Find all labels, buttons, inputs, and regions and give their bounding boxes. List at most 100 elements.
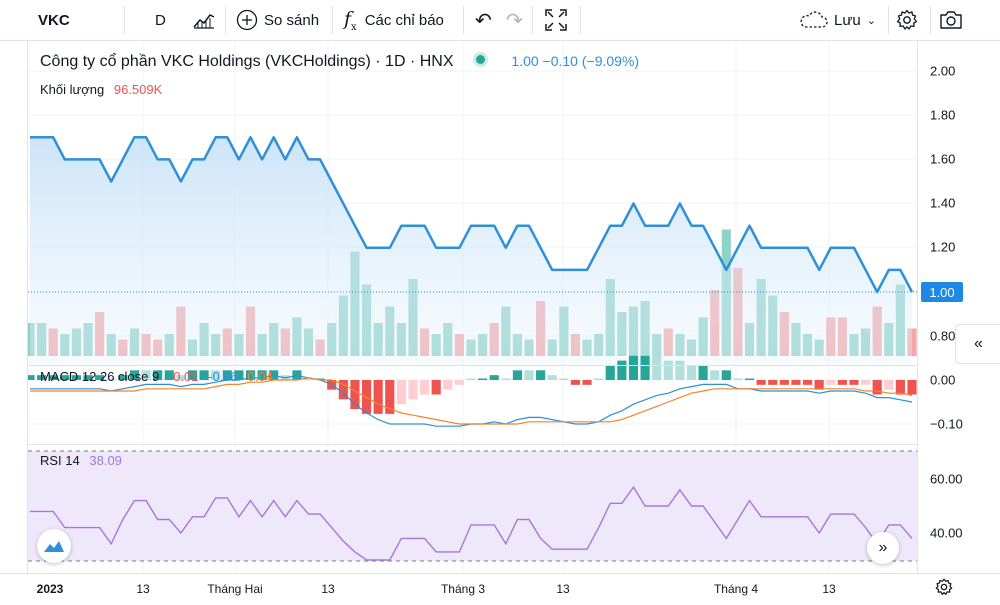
volume-label: Khối lượng [40,82,104,97]
macd-hist-bar [652,356,661,380]
macd-hist-bar [849,380,858,385]
symbol-label: VKC [38,12,70,29]
macd-hist-bar [907,380,916,395]
interval-button[interactable]: D [155,0,166,40]
macd-hist-bar [733,379,742,381]
price-tick: 1.20 [930,240,955,255]
redo-button[interactable]: ↷ [506,0,523,40]
chart-canvas[interactable] [28,41,917,573]
macd-hist-bar [432,380,441,395]
macd-legend: MACD 12 26 close 9 -0.01 -0.06 0.04 [40,369,273,384]
double-chevron-left-icon: « [974,335,983,353]
toolbar-divider [888,6,889,34]
time-tick: 13 [136,582,149,596]
macd-label: MACD 12 26 close 9 [40,369,159,384]
macd-hist-bar [791,380,800,385]
top-toolbar: VKC D So sánh fx Các chỉ báo ↶ ↷ [0,0,1000,41]
logo-button[interactable] [37,529,71,563]
macd-value: -0.01 [169,369,199,384]
cloud-icon [798,11,828,29]
time-tick: 2023 [37,582,64,596]
time-tick: 13 [556,582,569,596]
market-status-dot [476,55,485,64]
pane-divider [28,365,917,366]
price-scale[interactable]: 2.00 1.80 1.60 1.40 1.20 0.80 0.00 −0.10… [917,41,1000,573]
macd-hist-bar [617,361,626,380]
macd-hist-bar [397,380,406,404]
macd-hist-bar [873,380,882,395]
macd-hist-bar [513,370,522,380]
macd-hist-bar [838,380,847,385]
macd-hist-bar [861,380,870,385]
chart-type-button[interactable] [193,0,215,40]
macd-hist-bar [571,380,580,385]
rsi-tick: 60.00 [930,472,963,487]
scroll-to-realtime-button[interactable]: » [867,532,899,564]
collapse-panel-button[interactable]: « [955,324,1000,364]
macd-hist-bar [710,370,719,380]
compare-label: So sánh [264,12,319,29]
redo-icon: ↷ [506,8,523,33]
chart-title: Công ty cổ phần VKC Holdings (VKCHolding… [40,53,454,70]
chart-type-icon [193,11,215,29]
last-price-tag: 1.00 [921,282,963,302]
time-axis[interactable]: 2023 13 Tháng Hai 13 Tháng 3 13 Tháng 4 … [0,573,1000,605]
price-area [30,137,912,365]
macd-hist-bar [408,380,417,399]
compare-button[interactable]: So sánh [236,0,319,40]
macd-hist-bar [478,379,487,381]
time-tick: 13 [822,582,835,596]
macd-hist-bar [699,365,708,380]
interval-label: D [155,12,166,29]
macd-hist-bar [594,379,603,381]
gear-icon [896,9,918,31]
macd-hist-bar [536,370,545,380]
time-tick: 13 [321,582,334,596]
macd-hist-bar [28,375,35,380]
macd-hist-value: 0.04 [247,369,272,384]
macd-hist-bar [780,380,789,385]
macd-hist-bar [374,380,383,414]
time-tick: Tháng 4 [714,582,758,596]
toolbar-divider [580,6,581,34]
macd-hist-bar [896,380,905,395]
macd-hist-bar [757,380,766,385]
macd-hist-bar [443,380,452,390]
screenshot-button[interactable] [939,0,963,40]
macd-hist-bar [768,380,777,385]
fullscreen-button[interactable] [544,0,568,40]
macd-hist-bar [722,370,731,380]
indicators-button[interactable]: fx Các chỉ báo [344,0,444,40]
symbol-search[interactable]: VKC [38,0,70,40]
volume-legend: Khối lượng 96.509K [40,82,162,97]
settings-button[interactable] [896,0,918,40]
rsi-legend: RSI 14 38.09 [40,453,122,468]
toolbar-divider [332,6,333,34]
macd-hist-bar [675,361,684,380]
price-change: 1.00 −0.10 (−9.09%) [511,53,639,69]
macd-hist-bar [745,379,754,381]
macd-hist-bar [582,380,591,385]
rsi-tick: 40.00 [930,526,963,541]
save-label: Lưu [834,12,861,29]
double-chevron-right-icon: » [879,539,888,557]
volume-value: 96.509K [114,82,162,97]
macd-hist-bar [559,379,568,381]
camera-icon [939,9,963,31]
toolbar-divider [930,6,931,34]
macd-hist-bar [640,356,649,380]
time-tick: Tháng Hai [207,582,262,596]
macd-hist-bar [664,361,673,380]
toolbar-divider [225,6,226,34]
price-tick: 1.40 [930,196,955,211]
price-tick: 0.80 [930,329,955,344]
macd-hist-bar [501,379,510,381]
macd-hist-bar [687,365,696,380]
save-button[interactable]: Lưu ⌄ [798,0,876,40]
undo-button[interactable]: ↶ [475,0,492,40]
macd-hist-bar [420,380,429,395]
time-settings-button[interactable] [935,578,953,601]
rsi-value: 38.09 [89,453,122,468]
macd-hist-bar [548,375,557,380]
macd-hist-bar [490,375,499,380]
